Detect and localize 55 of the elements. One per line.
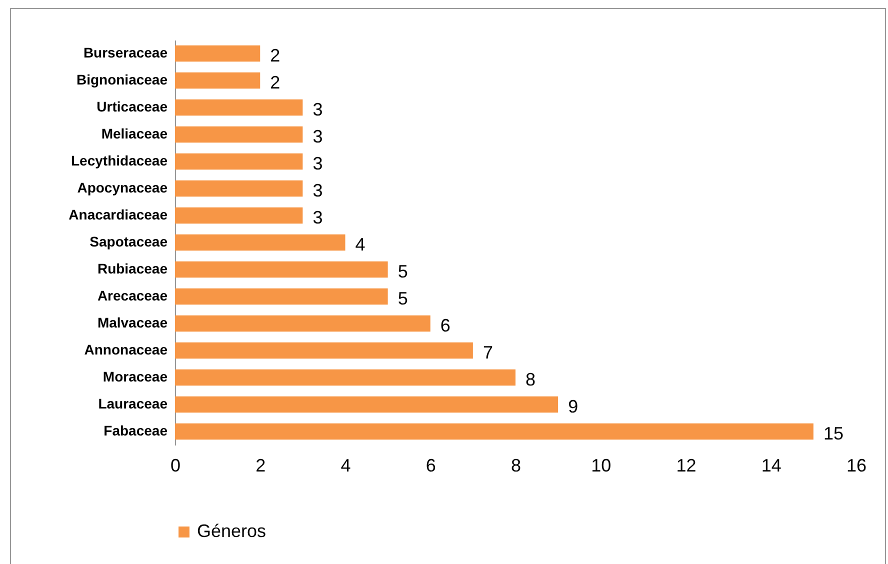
bar: [175, 45, 260, 62]
bar: [175, 288, 388, 305]
data-label: 3: [312, 100, 323, 120]
data-label: 5: [398, 262, 408, 282]
y-tick-label: Malvaceae: [97, 314, 168, 330]
x-tick-label: 2: [256, 456, 266, 476]
data-label: 3: [312, 208, 323, 228]
data-label: 8: [526, 370, 536, 390]
y-tick-label: Lecythidaceae: [71, 152, 168, 168]
y-tick-label: Annonaceae: [84, 342, 168, 358]
x-tick-label: 12: [676, 456, 696, 476]
data-label: 15: [823, 424, 844, 444]
bar: [175, 396, 558, 413]
y-tick-label: Burseraceae: [83, 44, 168, 60]
legend-label: Géneros: [197, 521, 266, 541]
bar: [175, 153, 303, 170]
x-tick-label: 16: [846, 456, 867, 476]
bar: [175, 423, 814, 440]
bar: [175, 126, 303, 143]
x-tick-label: 6: [426, 456, 436, 476]
x-tick-label: 14: [761, 456, 782, 476]
data-label: 2: [270, 46, 280, 66]
y-tick-label: Anacardiaceae: [68, 206, 168, 222]
bar: [175, 99, 303, 116]
bar: [175, 369, 516, 386]
bar: [175, 342, 473, 359]
bar: [175, 180, 303, 197]
data-label: 4: [355, 234, 366, 254]
bar: [175, 207, 303, 224]
x-tick-label: 4: [340, 456, 351, 476]
data-label: 6: [440, 316, 450, 336]
data-label: 3: [312, 180, 323, 200]
y-tick-label: Rubiaceae: [97, 260, 168, 276]
y-tick-label: Arecaceae: [97, 288, 168, 304]
data-label: 2: [270, 72, 280, 92]
bar: [175, 261, 388, 278]
bar: [175, 72, 260, 89]
data-label: 9: [568, 396, 578, 416]
y-tick-label: Fabaceae: [104, 422, 168, 438]
data-label: 5: [398, 288, 408, 308]
data-label: 3: [312, 154, 323, 174]
y-tick-label: Meliaceae: [101, 126, 168, 142]
bar: [175, 234, 346, 251]
x-tick-label: 8: [510, 456, 522, 476]
bar: [175, 315, 430, 332]
y-tick-label: Bignoniaceae: [76, 72, 168, 88]
y-tick-label: Apocynaceae: [77, 180, 168, 196]
x-tick-label: 0: [170, 456, 181, 476]
y-tick-label: Urticaceae: [96, 98, 168, 114]
y-tick-label: Sapotaceae: [90, 234, 168, 250]
data-label: 3: [312, 126, 323, 146]
y-tick-label: Moraceae: [102, 368, 168, 384]
y-tick-label: Lauraceae: [98, 396, 168, 412]
data-label: 7: [482, 342, 493, 362]
x-tick-label: 10: [591, 456, 612, 476]
